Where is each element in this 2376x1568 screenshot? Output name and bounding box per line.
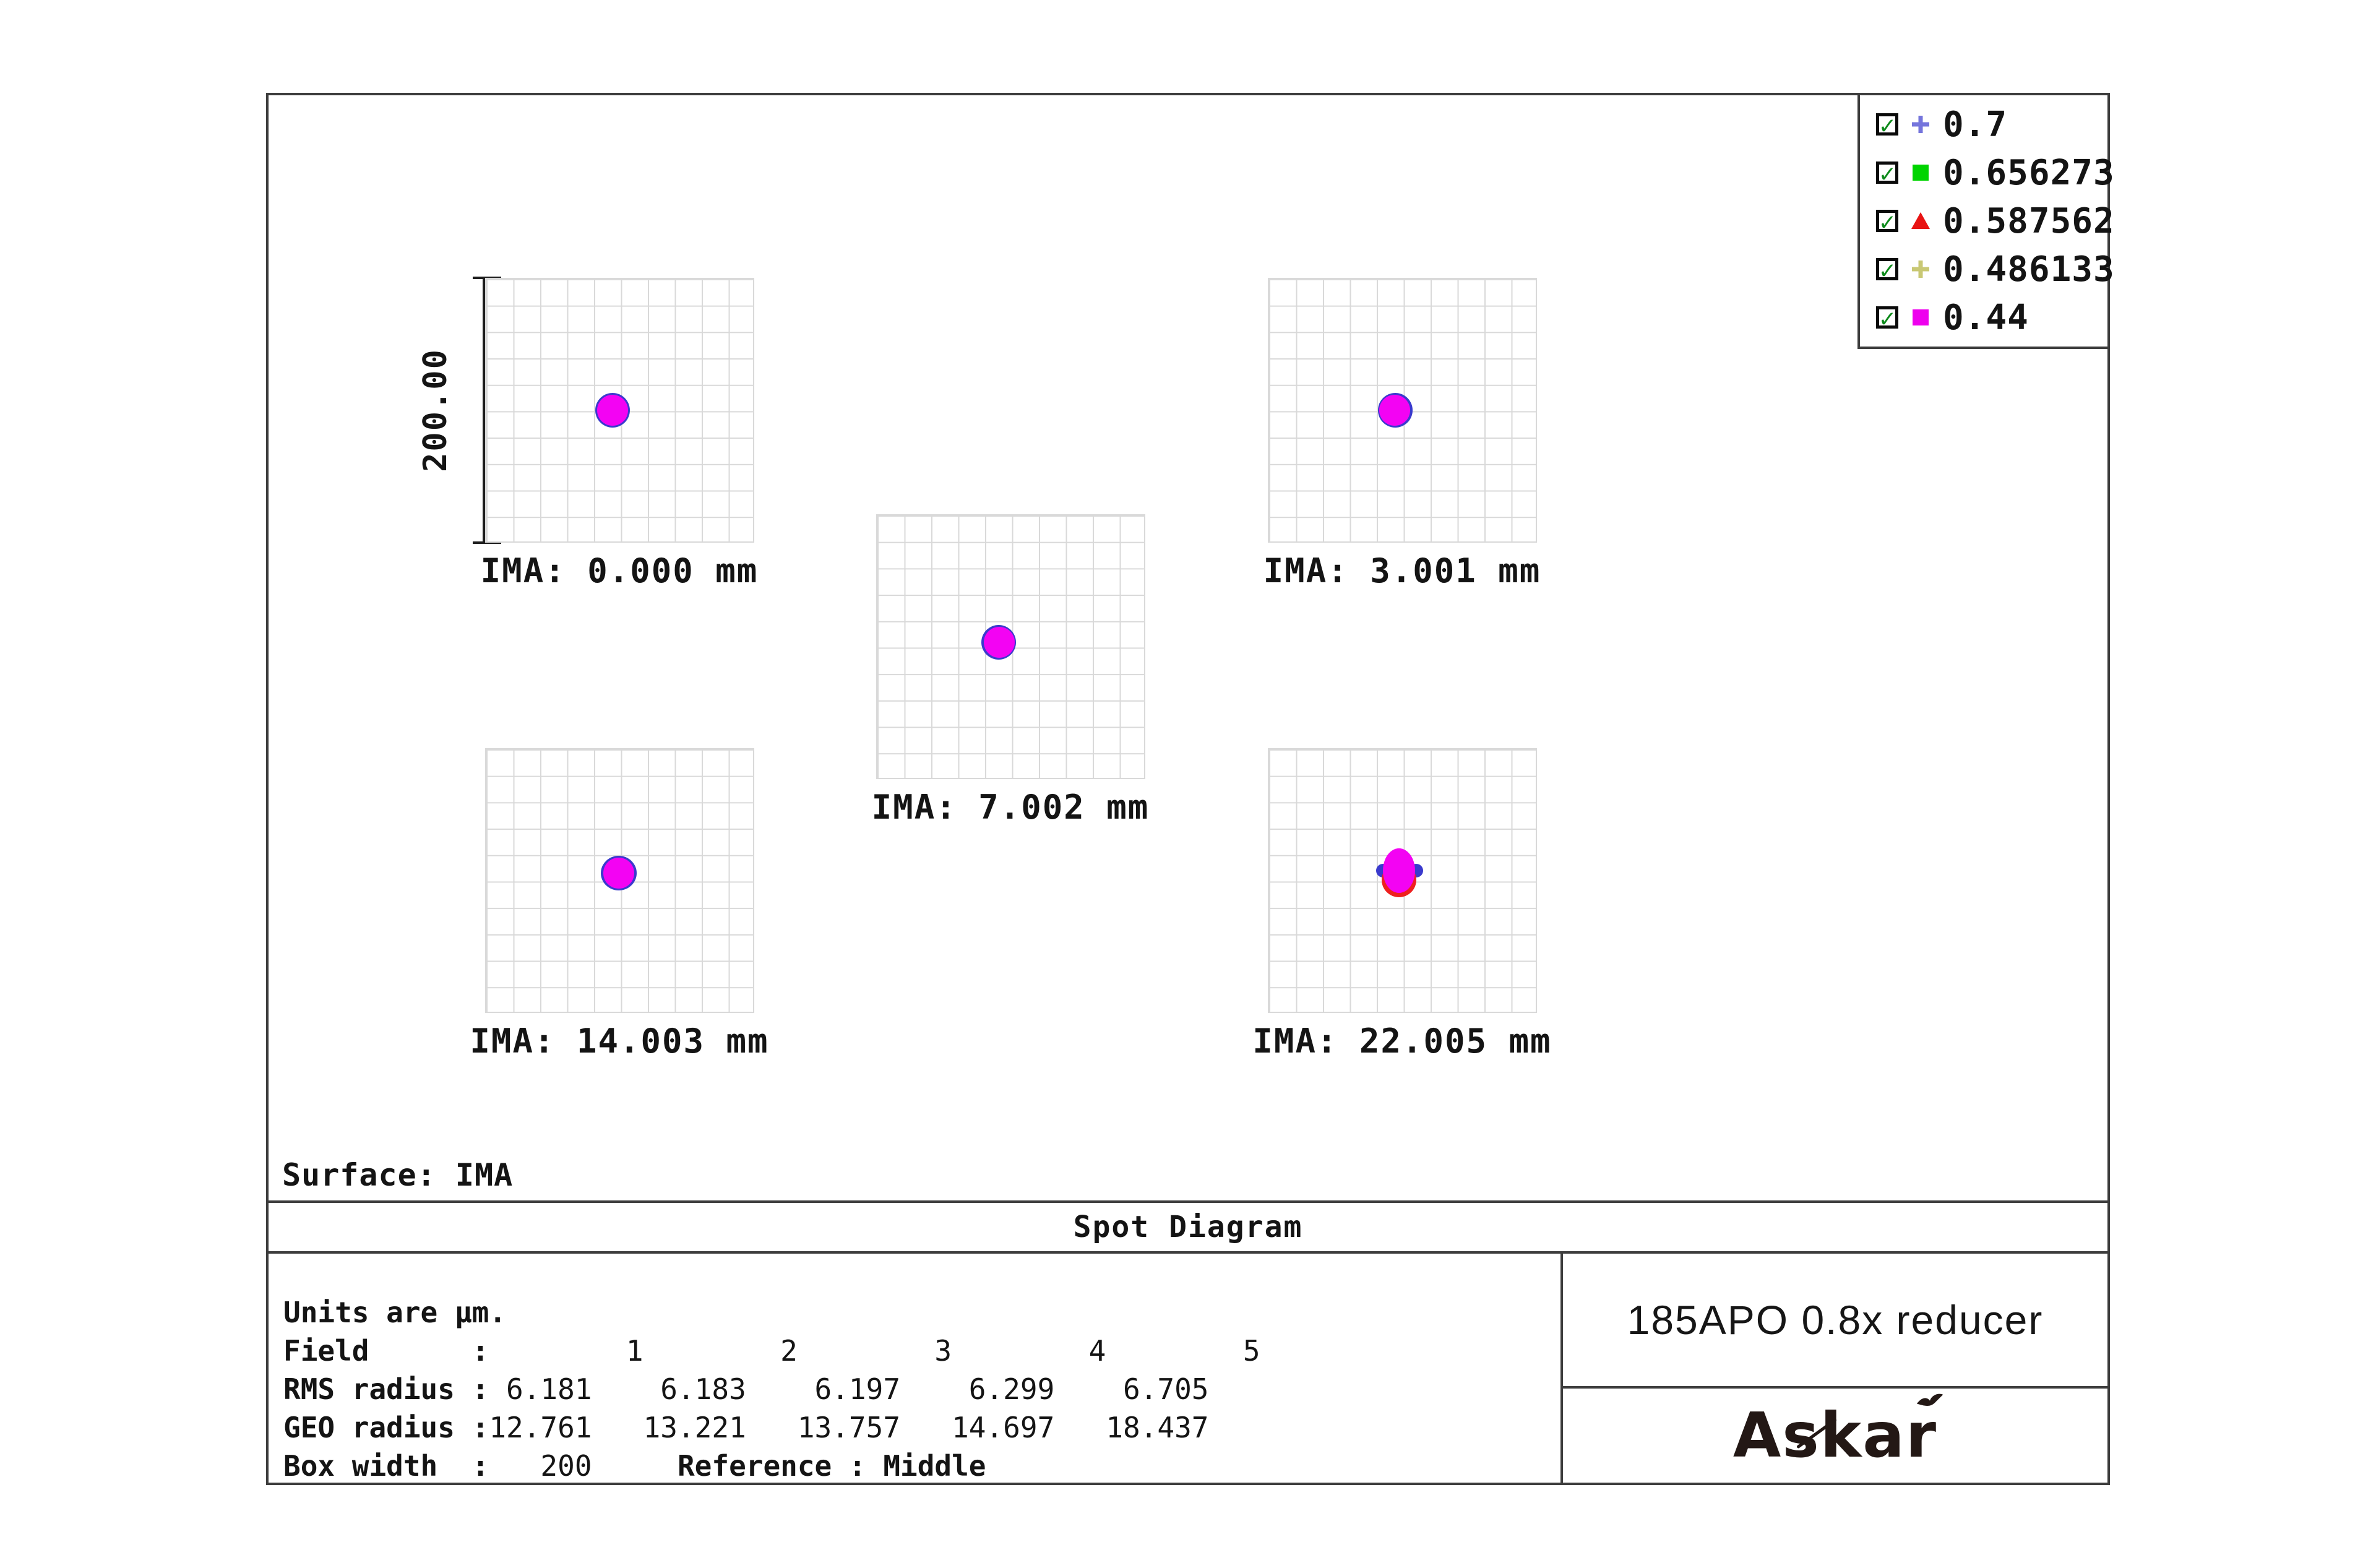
- legend-wavelength-label: 0.44: [1943, 297, 2029, 338]
- spot-grid-field3: [876, 514, 1145, 779]
- stats-block: Units are µm. Field : 1 2 3 4 5 RMS radi…: [269, 1254, 1560, 1483]
- title-band: Spot Diagram: [269, 1200, 2107, 1254]
- product-name: 185APO 0.8x reducer: [1627, 1297, 2044, 1343]
- checkbox-checked-icon[interactable]: ✓: [1876, 160, 1898, 188]
- spot-grid-field4: [485, 748, 754, 1013]
- product-cell: 185APO 0.8x reducer: [1563, 1254, 2107, 1386]
- field-label: Field :: [283, 1334, 489, 1368]
- plus-marker-icon: [1912, 116, 1929, 133]
- square-marker-icon: [1913, 165, 1929, 181]
- legend-item: ✓ 0.486133: [1876, 249, 2114, 290]
- legend-wavelength-label: 0.656273: [1943, 152, 2115, 193]
- rms-row: RMS radius : 6.181 6.183 6.197 6.299 6.7…: [283, 1370, 1560, 1408]
- spot: [1383, 848, 1415, 893]
- rms-values: 6.181 6.183 6.197 6.299 6.705: [489, 1372, 1209, 1406]
- brand-logo: Askar: [1733, 1394, 1943, 1467]
- geo-values: 12.761 13.221 13.757 14.697 18.437: [489, 1411, 1209, 1444]
- legend-item: ✓ 0.656273: [1876, 153, 2114, 193]
- boxwidth-row: Box width : 200 Reference : Middle: [283, 1447, 1560, 1485]
- triangle-marker-icon: [1911, 212, 1930, 229]
- checkbox-checked-icon[interactable]: ✓: [1876, 256, 1898, 285]
- legend-item: ✓ 0.7: [1876, 105, 2107, 145]
- boxwidth-label: Box width :: [283, 1449, 489, 1483]
- scale-bar-label-wrap: 200.00: [410, 278, 462, 543]
- scale-bar-line: [483, 278, 485, 543]
- legend-wavelength-label: 0.7: [1943, 104, 2008, 145]
- units-line: Units are µm.: [283, 1296, 507, 1329]
- ima-label-field2: IMA: 3.001 mm: [1263, 551, 1541, 590]
- ima-label-field3: IMA: 7.002 mm: [871, 788, 1150, 827]
- spot: [603, 858, 634, 889]
- geo-label: GEO radius :: [283, 1411, 489, 1444]
- check-icon: ✓: [1879, 304, 1895, 333]
- check-icon: ✓: [1879, 111, 1895, 140]
- checkbox-checked-icon[interactable]: ✓: [1876, 208, 1898, 236]
- field-row: Field : 1 2 3 4 5: [283, 1332, 1560, 1370]
- ima-label-field1: IMA: 0.000 mm: [480, 551, 759, 590]
- brand-cell: Askar: [1563, 1389, 2107, 1483]
- rms-label: RMS radius :: [283, 1372, 489, 1406]
- square-marker-icon: [1913, 309, 1929, 325]
- check-icon: ✓: [1879, 208, 1895, 236]
- scale-bar-label: 200.00: [417, 348, 454, 472]
- title-block-horizontal-divider: [1563, 1386, 2107, 1389]
- ima-label-field4: IMA: 14.003 mm: [470, 1022, 769, 1061]
- spot: [1379, 395, 1410, 426]
- title-block-vertical-divider: [1560, 1254, 1563, 1483]
- plot-frame: ✓ 0.7 ✓ 0.656273 ✓ 0.587562 ✓ 0.486133 ✓: [266, 93, 2114, 1485]
- spot-grid-field5: [1268, 748, 1537, 1013]
- boxwidth-value: 200: [489, 1449, 592, 1483]
- check-icon: ✓: [1879, 160, 1895, 188]
- plus-marker-icon: [1912, 261, 1929, 278]
- ima-label-field5: IMA: 22.005 mm: [1252, 1022, 1552, 1061]
- bird-icon: [1916, 1394, 1943, 1406]
- legend-item: ✓ 0.44: [1876, 298, 2107, 338]
- spot: [984, 627, 1015, 658]
- geo-row: GEO radius :12.761 13.221 13.757 14.697 …: [283, 1408, 1560, 1447]
- legend-item: ✓ 0.587562: [1876, 201, 2114, 241]
- scale-bar-bottom-tick: [473, 541, 501, 544]
- checkbox-checked-icon[interactable]: ✓: [1876, 111, 1898, 140]
- legend-wavelength-label: 0.486133: [1943, 249, 2115, 290]
- surface-label: Surface: IMA: [282, 1157, 514, 1193]
- spot: [597, 395, 628, 426]
- checkbox-checked-icon[interactable]: ✓: [1876, 304, 1898, 333]
- legend-wavelength-label: 0.587562: [1943, 200, 2115, 241]
- field-values: 1 2 3 4 5: [489, 1334, 1260, 1368]
- diagram-title: Spot Diagram: [1073, 1210, 1303, 1244]
- wavelength-legend: ✓ 0.7 ✓ 0.656273 ✓ 0.587562 ✓ 0.486133 ✓: [1857, 93, 2114, 349]
- check-icon: ✓: [1879, 256, 1895, 285]
- spot-grid-field1: [485, 278, 754, 543]
- reference-value: Middle: [883, 1449, 986, 1483]
- spot-grid-field2: [1268, 278, 1537, 543]
- brand-name: Askar: [1732, 1399, 1938, 1471]
- reference-label: Reference :: [592, 1449, 884, 1483]
